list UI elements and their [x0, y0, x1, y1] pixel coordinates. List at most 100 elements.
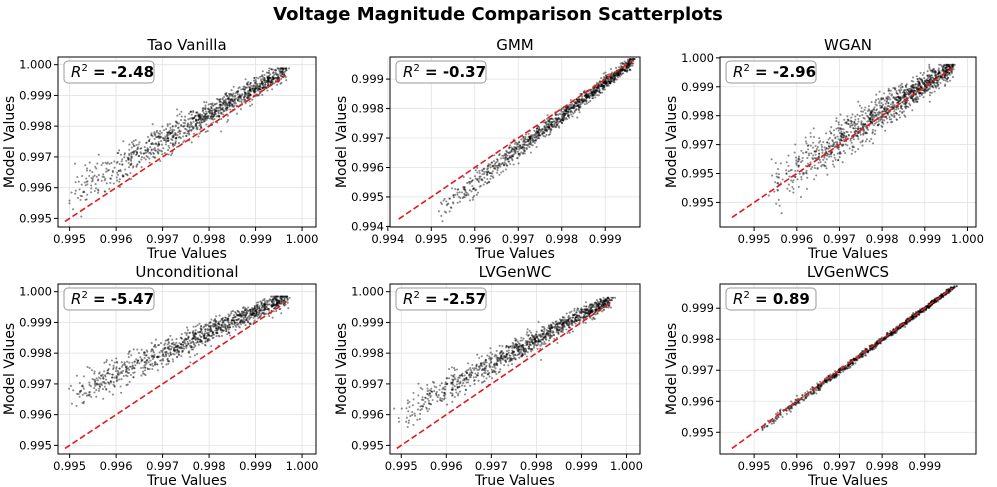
scatter-point: [509, 156, 512, 159]
scatter-point: [905, 95, 908, 99]
scatter-point: [132, 348, 135, 351]
scatter-point: [198, 338, 201, 341]
scatter-point: [594, 91, 597, 95]
scatter-point: [797, 164, 800, 167]
scatter-point: [923, 88, 927, 91]
scatter-point: [587, 95, 590, 98]
scatter-point: [275, 298, 278, 301]
scatter-point: [869, 113, 872, 116]
scatter-point: [951, 63, 954, 66]
scatter-point: [827, 147, 830, 150]
y-tick-label: 1.000: [19, 58, 52, 72]
scatter-point: [174, 349, 177, 352]
scatter-point: [928, 75, 931, 78]
scatter-point: [167, 149, 170, 152]
scatter-point: [948, 71, 951, 75]
scatter-point: [619, 70, 622, 73]
scatter-point: [892, 105, 895, 108]
scatter-point: [277, 67, 280, 70]
scatter-point: [514, 151, 517, 154]
scatter-point: [541, 127, 544, 131]
scatter-point: [571, 316, 574, 319]
scatter-point: [205, 337, 208, 340]
scatter-point: [223, 326, 226, 329]
scatter-point: [228, 326, 231, 329]
scatter-point: [145, 141, 148, 144]
scatter-point: [243, 100, 246, 103]
scatter-point: [830, 132, 833, 135]
scatter-point: [536, 127, 539, 130]
scatter-point: [130, 367, 134, 371]
scatter-point: [169, 351, 172, 354]
scatter-point: [809, 144, 812, 147]
scatter-point: [285, 296, 288, 299]
scatter-point: [238, 93, 241, 96]
scatter-point: [809, 135, 812, 138]
scatter-point: [180, 346, 184, 350]
scatter-point: [157, 136, 160, 139]
scatter-point: [119, 385, 122, 388]
scatter-point: [254, 79, 257, 82]
scatter-point: [209, 321, 212, 324]
scatter-point: [190, 341, 193, 344]
scatter-point: [534, 138, 537, 142]
scatter-point: [187, 342, 190, 345]
scatter-point: [232, 319, 235, 322]
scatter-point: [932, 77, 935, 80]
scatter-point: [176, 349, 179, 352]
scatter-point: [584, 316, 587, 319]
scatter-point: [899, 98, 902, 102]
scatter-point: [217, 320, 220, 323]
scatter-point: [251, 310, 254, 314]
scatter-point: [871, 122, 874, 125]
scatter-point: [524, 133, 528, 136]
scatter-point: [485, 170, 488, 173]
scatter-point: [267, 78, 270, 81]
scatter-point: [561, 119, 565, 122]
scatter-point: [209, 116, 212, 119]
scatter-point: [899, 95, 902, 98]
scatter-point: [603, 80, 607, 83]
scatter-point: [598, 91, 601, 94]
scatter-point: [228, 323, 232, 326]
scatter-point: [91, 177, 94, 180]
scatter-point: [601, 82, 604, 85]
scatter-point: [277, 301, 280, 304]
scatter-point: [249, 312, 252, 315]
scatter-point: [252, 312, 255, 315]
scatter-point: [204, 341, 207, 344]
scatter-point: [93, 391, 96, 394]
scatter-point: [535, 135, 538, 138]
scatter-point: [886, 98, 890, 101]
scatter-point: [794, 176, 797, 179]
scatter-point: [107, 372, 110, 375]
scatter-point: [154, 142, 158, 145]
scatter-points: [767, 63, 956, 215]
scatter-point: [553, 123, 556, 126]
scatter-point: [846, 144, 849, 147]
scatter-point: [588, 92, 591, 95]
scatter-point: [910, 96, 913, 99]
scatter-point: [595, 307, 599, 310]
scatter-point: [611, 296, 614, 299]
scatter-point: [584, 99, 587, 102]
scatter-point: [563, 108, 566, 111]
scatter-point: [246, 309, 249, 312]
scatter-point: [168, 348, 171, 351]
scatter-point: [191, 340, 194, 343]
scatter-point: [873, 116, 876, 119]
scatter-point: [503, 164, 506, 167]
scatter-point: [211, 111, 214, 114]
scatter-point: [120, 378, 123, 381]
scatter-point: [837, 129, 840, 132]
scatter-point: [235, 112, 239, 115]
scatter-point: [618, 70, 622, 73]
scatter-point: [248, 83, 252, 86]
scatter-point: [235, 325, 238, 328]
scatter-point: [199, 327, 202, 330]
scatter-point: [214, 320, 217, 323]
scatter-point: [825, 132, 828, 135]
scatter-point: [491, 170, 494, 173]
scatter-point: [559, 120, 562, 123]
scatter-point: [178, 346, 181, 349]
